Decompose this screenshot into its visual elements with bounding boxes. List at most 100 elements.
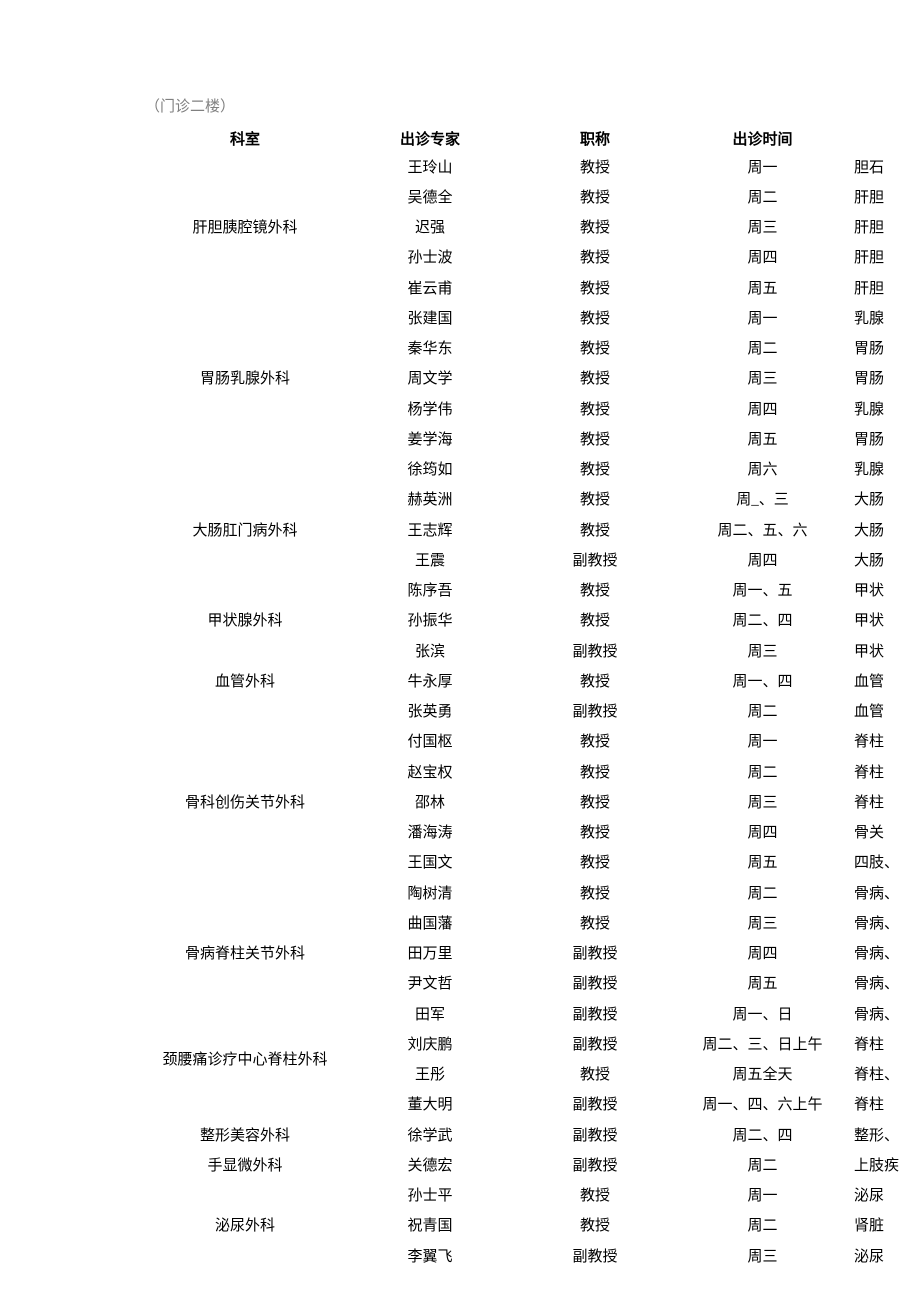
cell-title: 教授 (515, 819, 675, 849)
cell-spec: 血管 (850, 667, 905, 697)
cell-spec: 胃肠 (850, 425, 905, 455)
cell-expert: 陈序吾 (345, 577, 515, 607)
cell-expert: 关德宏 (345, 1151, 515, 1181)
cell-spec: 乳腺 (850, 456, 905, 486)
dept-spacer (145, 153, 345, 214)
cell-expert: 邵林 (345, 788, 515, 818)
cell-title: 副教授 (515, 940, 675, 970)
cell-spec: 肝胆 (850, 274, 905, 304)
header-title: 职称 (515, 124, 675, 153)
cell-expert: 张滨 (345, 637, 515, 667)
cell-time: 周五 (675, 274, 850, 304)
dept-name: 颈腰痛诊疗中心脊柱外科 (145, 1030, 345, 1091)
dept-spacer (145, 577, 345, 607)
cell-expert: 王彤 (345, 1061, 515, 1091)
cell-spec: 甲状 (850, 577, 905, 607)
cell-spec: 脊柱 (850, 788, 905, 818)
cell-expert: 田万里 (345, 940, 515, 970)
table-body: 王玲山教授周一胆石吴德全教授周二肝胆肝胆胰腔镜外科迟强教授周三肝胆孙士波教授周四… (145, 153, 905, 1272)
table-row: 大肠肛门病外科王志辉教授周二、五、六大肠 (145, 516, 905, 546)
cell-time: 周四 (675, 940, 850, 970)
header-spec (850, 124, 905, 153)
cell-expert: 祝青国 (345, 1212, 515, 1242)
dept-spacer (145, 546, 345, 576)
dept-spacer (145, 1091, 345, 1121)
cell-time: 周三 (675, 365, 850, 395)
table-row: 杨学伟教授周四乳腺 (145, 395, 905, 425)
cell-title: 教授 (515, 909, 675, 939)
cell-expert: 付国枢 (345, 728, 515, 758)
table-row: 手显微外科关德宏副教授周二上肢疾 (145, 1151, 905, 1181)
cell-time: 周一、四 (675, 667, 850, 697)
cell-spec: 肝胆 (850, 183, 905, 213)
cell-expert: 周文学 (345, 365, 515, 395)
cell-time: 周二 (675, 698, 850, 728)
cell-expert: 吴德全 (345, 183, 515, 213)
cell-title: 教授 (515, 516, 675, 546)
dept-spacer (145, 244, 345, 305)
table-row: 骨科创伤关节外科邵林教授周三脊柱 (145, 788, 905, 818)
dept-spacer (145, 304, 345, 365)
cell-time: 周二、四 (675, 607, 850, 637)
cell-spec: 胆石 (850, 153, 905, 183)
cell-spec: 肝胆 (850, 214, 905, 244)
cell-time: 周_、三 (675, 486, 850, 516)
cell-spec: 骨病、 (850, 1000, 905, 1030)
table-row: 孙士波教授周四肝胆 (145, 244, 905, 274)
cell-expert: 王震 (345, 546, 515, 576)
table-row: 张英勇副教授周二血管 (145, 698, 905, 728)
cell-title: 副教授 (515, 1091, 675, 1121)
cell-spec: 大肠 (850, 546, 905, 576)
table-row: 尹文哲副教授周五骨病、 (145, 970, 905, 1000)
cell-spec: 脊柱、 (850, 1061, 905, 1091)
cell-time: 周三 (675, 788, 850, 818)
schedule-table: 科室 出诊专家 职称 出诊时间 王玲山教授周一胆石吴德全教授周二肝胆肝胆胰腔镜外… (145, 124, 905, 1272)
cell-spec: 骨病、 (850, 970, 905, 1000)
cell-time: 周二、五、六 (675, 516, 850, 546)
table-row: 血管外科牛永厚教授周一、四血管 (145, 667, 905, 697)
table-row: 张滨副教授周三甲状 (145, 637, 905, 667)
dept-spacer (145, 728, 345, 789)
table-row: 潘海涛教授周四骨关 (145, 819, 905, 849)
cell-title: 教授 (515, 214, 675, 244)
cell-spec: 上肢疾 (850, 1151, 905, 1181)
table-row: 董大明副教授周一、四、六上午脊柱 (145, 1091, 905, 1121)
table-row: 赫英洲教授周_、三大肠 (145, 486, 905, 516)
dept-name: 甲状腺外科 (145, 607, 345, 637)
cell-time: 周二 (675, 879, 850, 909)
cell-expert: 张建国 (345, 304, 515, 334)
cell-expert: 曲国藩 (345, 909, 515, 939)
cell-spec: 整形、 (850, 1121, 905, 1151)
cell-spec: 大肠 (850, 516, 905, 546)
cell-time: 周六 (675, 456, 850, 486)
cell-title: 副教授 (515, 1151, 675, 1181)
cell-expert: 崔云甫 (345, 274, 515, 304)
cell-spec: 大肠 (850, 486, 905, 516)
table-row: 整形美容外科徐学武副教授周二、四整形、 (145, 1121, 905, 1151)
cell-time: 周一 (675, 1182, 850, 1212)
table-row: 陶树清教授周二骨病、 (145, 879, 905, 909)
cell-time: 周一 (675, 728, 850, 758)
cell-spec: 脊柱 (850, 728, 905, 758)
table-row: 颈腰痛诊疗中心脊柱外科刘庆鹏副教授周二、三、日上午脊柱 (145, 1030, 905, 1060)
header-time: 出诊时间 (675, 124, 850, 153)
cell-time: 周三 (675, 1242, 850, 1272)
cell-title: 教授 (515, 667, 675, 697)
cell-expert: 陶树清 (345, 879, 515, 909)
cell-spec: 乳腺 (850, 395, 905, 425)
dept-name: 整形美容外科 (145, 1121, 345, 1151)
cell-title: 教授 (515, 879, 675, 909)
table-row: 陈序吾教授周一、五甲状 (145, 577, 905, 607)
cell-time: 周一 (675, 304, 850, 334)
cell-expert: 李翼飞 (345, 1242, 515, 1272)
cell-time: 周三 (675, 909, 850, 939)
dept-spacer (145, 819, 345, 880)
dept-spacer (145, 1242, 345, 1272)
cell-expert: 尹文哲 (345, 970, 515, 1000)
table-row: 甲状腺外科孙振华教授周二、四甲状 (145, 607, 905, 637)
cell-title: 教授 (515, 1212, 675, 1242)
cell-title: 教授 (515, 244, 675, 274)
cell-time: 周一、日 (675, 1000, 850, 1030)
cell-title: 副教授 (515, 1000, 675, 1030)
cell-time: 周二 (675, 183, 850, 213)
